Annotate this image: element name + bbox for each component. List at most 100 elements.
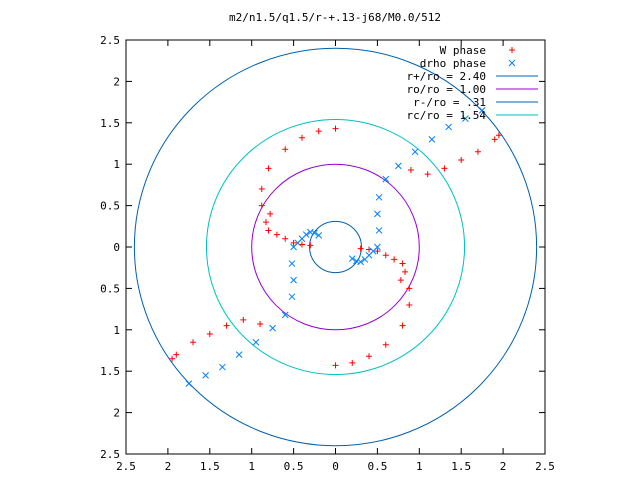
drho-phase-point <box>290 276 297 284</box>
drho-phase-point <box>235 351 243 358</box>
legend-label: rc/ro = 1.54 <box>407 109 487 122</box>
w-phase-point <box>406 301 413 308</box>
w-phase-point <box>509 47 515 53</box>
y-tick-label: 2 <box>113 75 120 88</box>
w-phase-point <box>169 355 176 362</box>
x-tick-label: 2.5 <box>535 460 555 473</box>
legend-label: drho phase <box>420 57 486 70</box>
circle-curve <box>309 220 362 274</box>
drho-phase-point <box>315 232 323 239</box>
drho-phase-point <box>508 59 516 67</box>
x-tick-label: 2 <box>500 460 507 473</box>
x-tick-label: 2 <box>165 460 172 473</box>
w-phase-point <box>223 322 230 329</box>
w-phase-point <box>240 316 247 323</box>
drho-phase-point <box>428 136 436 143</box>
w-phase-point <box>406 285 413 292</box>
w-phase-point <box>366 353 373 360</box>
drho-phase-point <box>252 338 260 346</box>
drho-phase-point <box>311 229 318 237</box>
circle-curve <box>251 163 420 331</box>
w-phase-point <box>349 359 356 366</box>
w-phase-point <box>258 186 265 193</box>
w-phase-point <box>315 128 322 135</box>
w-phase-point <box>441 165 448 172</box>
w-phase-point <box>397 277 404 284</box>
w-phase-point <box>399 322 406 329</box>
drho-phase-point <box>361 256 369 263</box>
x-tick-label: 0 <box>332 460 339 473</box>
w-phase-point <box>374 248 381 255</box>
w-phase-point <box>391 256 398 263</box>
legend-label: W phase <box>440 44 486 57</box>
x-tick-label: 1 <box>416 460 423 473</box>
w-phase-point <box>474 148 481 155</box>
y-tick-label: 2.5 <box>100 448 120 461</box>
drho-phase-point <box>375 193 383 201</box>
drho-phase-point <box>445 123 452 131</box>
reference-circles <box>133 47 538 447</box>
w-phase-point <box>491 136 498 143</box>
w-phase-point <box>332 125 339 132</box>
x-tick-label: 1.5 <box>200 460 220 473</box>
w-phase-point <box>262 219 269 226</box>
drho-phase-point <box>219 363 226 371</box>
drho-phase-point <box>185 380 193 387</box>
x-tick-label: 0.5 <box>284 460 304 473</box>
drho-phase-point <box>269 324 277 332</box>
x-tick-label: 2.5 <box>116 460 136 473</box>
y-tick-label: 2 <box>113 407 120 420</box>
x-tick-label: 1.5 <box>451 460 471 473</box>
w-phase-point <box>382 341 389 348</box>
y-tick-label: 1.5 <box>100 117 120 130</box>
circle-curve <box>133 47 538 447</box>
drho-phase-point <box>281 311 289 319</box>
chart-title: m2/n1.5/q1.5/r-+.13-j68/M0.0/512 <box>229 11 441 24</box>
w-phase-point <box>307 242 314 249</box>
y-tick-label: 2.5 <box>100 34 120 47</box>
w-phase-points <box>169 125 502 369</box>
legend-label: r-/ro = .31 <box>413 96 486 109</box>
w-phase-point <box>282 146 289 153</box>
w-phase-point <box>265 227 272 234</box>
y-tick-label: 0.5 <box>100 200 120 213</box>
w-phase-point <box>273 231 280 238</box>
w-phase-point <box>282 235 289 242</box>
y-tick-label: 1 <box>113 158 120 171</box>
drho-phase-point <box>374 210 381 218</box>
drho-phase-point <box>411 148 419 156</box>
drho-phase-point <box>478 107 486 114</box>
w-phase-point <box>298 134 305 141</box>
drho-phase-point <box>202 371 209 379</box>
w-phase-point <box>424 171 431 178</box>
x-tick-label: 1 <box>248 460 255 473</box>
circle-curve <box>205 118 466 376</box>
w-phase-point <box>332 362 339 369</box>
drho-phase-point <box>382 175 390 183</box>
x-tick-label: 0.5 <box>367 460 387 473</box>
w-phase-point <box>258 202 265 209</box>
y-tick-label: 0.5 <box>100 282 120 295</box>
w-phase-point <box>382 252 389 259</box>
drho-phase-point <box>462 115 469 123</box>
axis-ticks: 2.5 2 1.5 1 0.5 0 0.5 1 1.5 2 2.52.521.510.500.511… <box>100 34 555 473</box>
drho-phase-point <box>288 293 296 301</box>
drho-phase-point <box>288 260 296 267</box>
w-phase-point <box>257 321 264 328</box>
y-tick-label: 1.5 <box>100 365 120 378</box>
legend-label: r+/ro = 2.40 <box>407 70 486 83</box>
drho-phase-point <box>394 162 402 170</box>
w-phase-point <box>267 210 274 217</box>
drho-phase-point <box>375 227 383 234</box>
drho-phase-point <box>302 231 310 238</box>
drho-phase-points <box>185 107 486 387</box>
w-phase-point <box>402 268 409 275</box>
w-phase-point <box>206 330 213 337</box>
drho-phase-point <box>348 255 356 262</box>
w-phase-point <box>357 245 364 252</box>
w-phase-point <box>407 166 414 173</box>
w-phase-point <box>458 157 465 164</box>
y-tick-label: 0 <box>113 241 120 254</box>
